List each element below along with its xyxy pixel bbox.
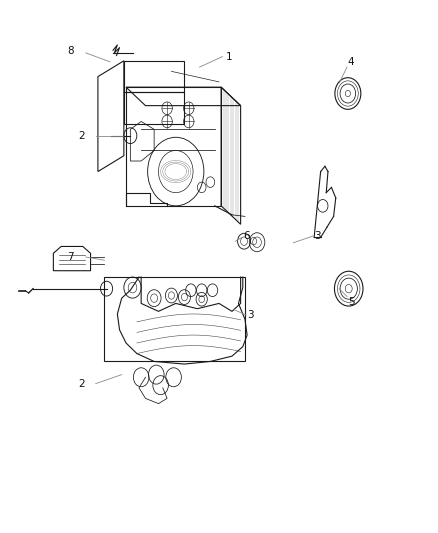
Text: 5: 5 [348,297,354,308]
Text: 1: 1 [226,52,232,62]
Text: 7: 7 [67,252,74,262]
Text: 3: 3 [314,231,321,241]
Text: 3: 3 [247,310,254,320]
Text: 6: 6 [243,231,249,241]
Text: 8: 8 [67,46,74,56]
Text: 2: 2 [78,131,85,141]
Text: 2: 2 [78,378,85,389]
Text: 4: 4 [348,57,354,67]
